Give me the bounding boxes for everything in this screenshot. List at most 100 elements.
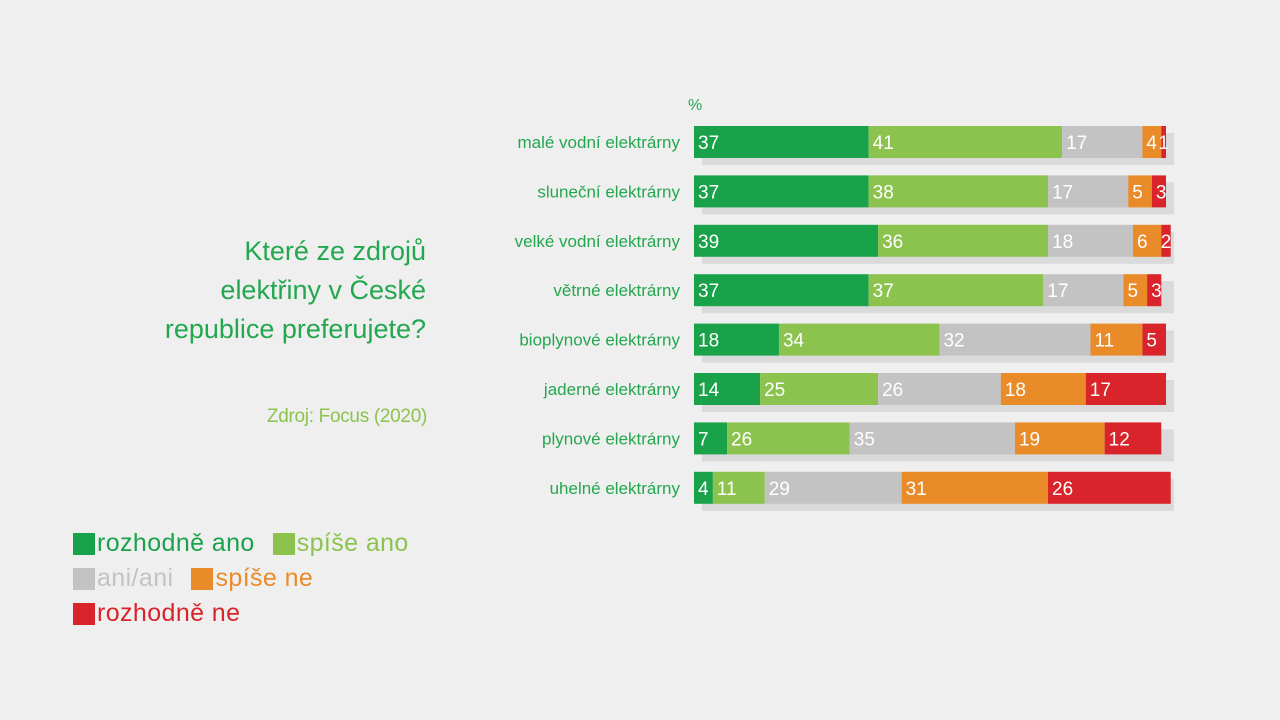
data-label: 7: [698, 429, 709, 450]
bar-segment: [868, 126, 1063, 158]
category-label: větrné elektrárny: [553, 281, 680, 300]
bar-segment: [694, 175, 869, 208]
bar-segment: [868, 175, 1048, 208]
legend-row: rozhodně ne: [73, 596, 473, 631]
bar-segment: [727, 422, 850, 455]
category-label: sluneční elektrárny: [537, 182, 680, 201]
data-label: 37: [698, 182, 719, 203]
data-label: 39: [698, 232, 719, 253]
legend-label-rozhodne-ne: rozhodně ne: [97, 599, 241, 627]
legend-swatch-rozhodne-ano: [73, 532, 95, 555]
bar-segment: [1043, 274, 1124, 307]
legend-item-ani-ani: ani/ani: [73, 564, 173, 593]
bar-segment: [1062, 126, 1143, 158]
chart-question-title: Které ze zdrojů elektřiny v České republ…: [164, 236, 426, 344]
bar-segment: [1142, 126, 1162, 158]
data-label: 32: [943, 331, 964, 352]
data-label: 31: [906, 479, 927, 500]
legend-label-rozhodne-ano: rozhodně ano: [97, 529, 255, 557]
data-label: 2: [1161, 232, 1172, 253]
bar-segment: [1151, 175, 1166, 208]
legend-item-rozhodne-ano: rozhodně ano: [73, 529, 255, 558]
data-label: 17: [1052, 182, 1073, 203]
data-label: 5: [1146, 331, 1157, 352]
category-label: malé vodní elektrárny: [517, 133, 680, 152]
axis-unit-label: %: [688, 97, 702, 114]
bar-segment: [694, 126, 869, 158]
bar-segment: [1161, 224, 1171, 257]
bar-segment: [868, 274, 1044, 307]
data-label: 17: [1047, 281, 1068, 302]
bar-segment: [1147, 274, 1162, 307]
data-label: 4: [1146, 133, 1157, 154]
bar-segment: [1048, 224, 1133, 257]
legend-swatch-ani-ani: [73, 567, 95, 590]
data-label: 19: [1019, 429, 1040, 450]
data-label: 14: [698, 380, 720, 401]
data-label: 3: [1151, 281, 1162, 302]
chart-source: Zdroj: Focus (2020): [266, 406, 427, 427]
category-label: velké vodní elektrárny: [515, 232, 681, 251]
category-label: bioplynové elektrárny: [519, 331, 680, 350]
legend-row: rozhodně ano spíše ano: [73, 526, 473, 561]
bar-segment: [901, 471, 1048, 504]
bar-segment: [694, 274, 869, 307]
bar-segment: [694, 323, 779, 356]
data-label: 5: [1128, 281, 1139, 302]
bar-segment: [1104, 422, 1162, 455]
bar-segment: [1128, 175, 1152, 208]
data-label: 26: [731, 429, 752, 450]
data-label: 17: [1066, 133, 1087, 154]
bar-segment: [1142, 323, 1166, 356]
data-label: 5: [1132, 182, 1143, 203]
data-label: 37: [698, 281, 719, 302]
bar-segment: [694, 224, 879, 257]
data-label: 6: [1137, 232, 1148, 253]
legend-row: ani/ani spíše ne: [73, 561, 473, 596]
bar-segment: [694, 373, 761, 405]
data-label: 36: [882, 232, 903, 253]
bar-segment: [1085, 373, 1166, 405]
bar-segment: [1123, 274, 1148, 307]
bar-segment: [1132, 224, 1162, 257]
legend-swatch-spise-ano: [272, 532, 295, 555]
bar-segment: [849, 422, 1015, 455]
data-label: 37: [698, 133, 719, 154]
data-label: 35: [854, 429, 875, 450]
category-label: uhelné elektrárny: [550, 479, 681, 498]
category-label: jaderné elektrárny: [543, 380, 681, 399]
data-label: 29: [769, 479, 790, 500]
bar-segment: [1161, 126, 1166, 158]
bar-segment: [1048, 471, 1171, 504]
chart-legend: rozhodně ano spíše ano ani/ani spíše ne …: [73, 526, 473, 631]
bar-segment: [694, 471, 713, 504]
legend-item-spise-ne: spíše ne: [191, 564, 313, 593]
data-label: 25: [764, 380, 785, 401]
data-label: 12: [1109, 429, 1130, 450]
data-label: 26: [1052, 479, 1073, 500]
bar-segment: [1090, 323, 1143, 356]
bar-segment: [878, 373, 1001, 405]
data-label: 18: [698, 331, 719, 352]
data-label: 26: [882, 380, 903, 401]
bar-segment: [764, 471, 902, 504]
legend-item-spise-ano: spíše ano: [272, 529, 409, 558]
data-label: 11: [717, 479, 737, 500]
legend-swatch-spise-ne: [191, 567, 214, 590]
legend-label-spise-ne: spíše ne: [215, 564, 314, 592]
bar-segment: [878, 224, 1048, 257]
legend-swatch-rozhodne-ne: [73, 602, 95, 625]
data-label: 18: [1005, 380, 1026, 401]
data-label: 37: [873, 281, 894, 302]
data-label: 18: [1052, 232, 1073, 253]
bar-segment: [760, 373, 879, 405]
bar-segment: [1000, 373, 1086, 405]
data-label: 4: [698, 479, 709, 500]
category-label: plynové elektrárny: [542, 429, 680, 448]
data-label: 17: [1090, 380, 1111, 401]
bar-segment: [1048, 175, 1129, 208]
bar-segment: [778, 323, 940, 356]
legend-label-ani-ani: ani/ani: [97, 564, 174, 592]
